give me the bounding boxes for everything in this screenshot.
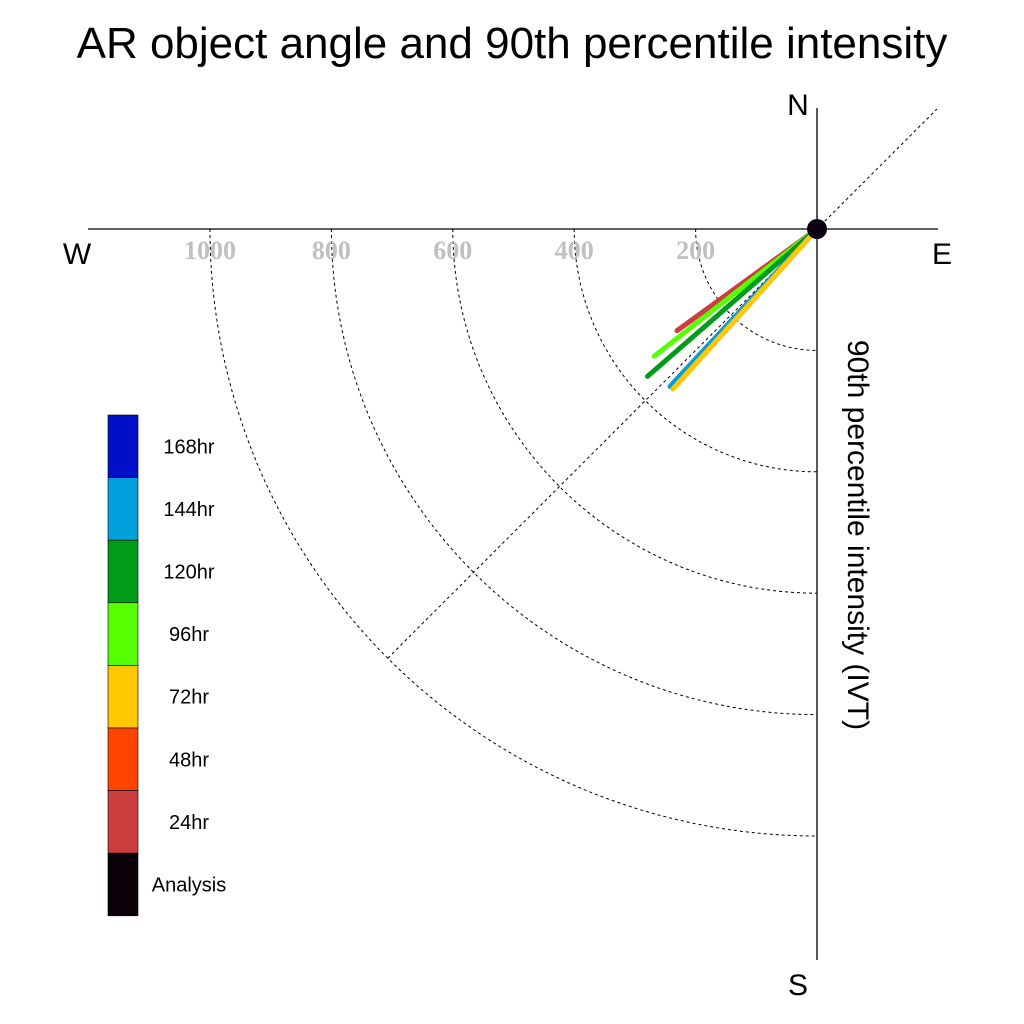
legend-label: 96hr — [169, 624, 209, 646]
legend-swatch — [107, 665, 139, 729]
grid-ring — [573, 228, 818, 473]
radial-tick-label: 600 — [433, 236, 472, 265]
legend-swatch — [107, 852, 139, 917]
grid-ring — [695, 228, 818, 351]
axes-layer — [88, 108, 938, 960]
legend: 168hr 144hr 120hr 96hr 72hr 48hr 24hr Analysis — [107, 414, 226, 917]
grid-ring — [330, 228, 818, 716]
radial-axis-label: 90th percentile intensity (IVT) — [841, 340, 874, 730]
legend-label: 48hr — [169, 749, 209, 771]
legend-swatch — [107, 539, 139, 604]
compass-west: W — [63, 238, 92, 271]
chart-title: AR object angle and 90th percentile inte… — [77, 19, 948, 68]
legend-label: 72hr — [169, 687, 209, 709]
radial-tick-label: 800 — [312, 236, 351, 265]
grid-layer — [209, 108, 938, 837]
legend-swatch — [107, 477, 139, 541]
tick-labels: 200 400 600 800 1000 — [184, 236, 715, 265]
compass-east: E — [932, 238, 952, 271]
legend-swatch — [107, 727, 139, 791]
legend-swatch — [107, 790, 139, 854]
series-ray-120hr — [644, 226, 820, 379]
compass-south: S — [788, 969, 808, 1002]
legend-label: 120hr — [163, 562, 214, 584]
legend-label: 24hr — [169, 812, 209, 834]
legend-label: Analysis — [152, 875, 226, 897]
radial-tick-label: 400 — [555, 236, 594, 265]
legend-swatch — [107, 414, 139, 478]
grid-ring — [452, 228, 818, 594]
legend-swatch — [107, 602, 139, 666]
radial-tick-label: 1000 — [184, 236, 236, 265]
legend-label: 144hr — [163, 499, 214, 521]
series-ray-72hr — [670, 226, 820, 392]
origin-marker — [807, 219, 827, 239]
radial-tick-label: 200 — [676, 236, 715, 265]
grid-ring — [209, 228, 818, 837]
compass-north: N — [787, 89, 809, 122]
legend-label: 168hr — [163, 436, 214, 458]
series-layer — [644, 226, 820, 392]
